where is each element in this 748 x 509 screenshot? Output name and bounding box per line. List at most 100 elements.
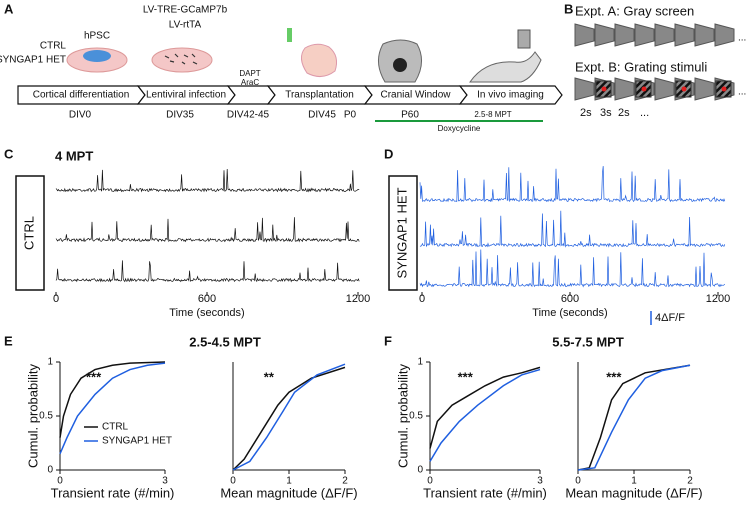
stimulus-dot <box>641 86 647 92</box>
trace <box>419 249 726 288</box>
x-tick-label: 2 <box>687 476 693 487</box>
y-tick-label: 0.5 <box>39 411 53 422</box>
stimulus-gray <box>654 77 675 101</box>
y-tick-label: 0 <box>47 465 53 476</box>
drug-label: AraC <box>241 78 259 87</box>
x-tick-label: 0 <box>53 293 59 305</box>
timepoint-label: DIV45 <box>308 110 336 121</box>
cdf-line <box>577 364 691 471</box>
label-box <box>388 175 418 291</box>
x-tick-label: 0 <box>230 476 236 487</box>
stage-label: In vivo imaging <box>477 90 544 101</box>
stimulus-gray <box>694 23 715 47</box>
illustrations <box>66 28 542 83</box>
dish <box>151 47 213 73</box>
stimulus-gray <box>594 23 615 47</box>
trace <box>55 217 360 243</box>
trace <box>419 210 726 248</box>
panel-label: F <box>384 333 392 348</box>
stimulus-gray <box>714 23 735 47</box>
stimulus-dot <box>601 86 607 92</box>
y-tick-label: 1 <box>47 357 53 368</box>
window <box>393 58 407 72</box>
panel-label: A <box>4 1 14 16</box>
trace <box>419 166 726 203</box>
panel-label: E <box>4 333 13 348</box>
mouse <box>469 51 542 83</box>
condition-label: CTRL <box>40 41 67 52</box>
x-axis-label: Time (seconds) <box>169 307 244 319</box>
timepoint-title: 4 MPT <box>55 148 93 163</box>
stimulus-gray <box>634 23 655 47</box>
cell-label: hPSC <box>84 31 110 42</box>
stage-arrow <box>458 85 563 105</box>
x-tick-label: 0 <box>57 476 63 487</box>
timepoint-label: DIV42-45 <box>227 110 270 121</box>
x-tick-label: 2 <box>342 476 348 487</box>
pup <box>301 43 337 77</box>
cells <box>83 50 111 62</box>
cdf-line <box>59 362 166 455</box>
x-axis-label: Mean magnitude (ΔF/F) <box>220 485 357 500</box>
stage-label: Transplantation <box>285 90 354 101</box>
x-tick-label: 3 <box>162 476 168 487</box>
x-tick-label: 3 <box>537 476 543 487</box>
condition-label: SYNGAP1 HET <box>394 187 409 278</box>
stage-label: Cortical differentiation <box>33 90 130 101</box>
y-tick-label: 0 <box>417 465 423 476</box>
duration-label: 3s <box>600 107 612 119</box>
group-title: 2.5-4.5 MPT <box>189 334 261 349</box>
legend-label: SYNGAP1 HET <box>102 436 172 447</box>
stage-label: Lentiviral infection <box>146 90 226 101</box>
x-tick-label: 1200 <box>706 293 730 305</box>
condition-label: CTRL <box>21 216 36 250</box>
x-axis-label: Time (seconds) <box>532 307 607 319</box>
x-tick-label: 1 <box>286 476 292 487</box>
condition-label: SYNGAP1 HET <box>0 55 66 66</box>
panel-label: B <box>564 1 573 16</box>
x-tick-label: 1200 <box>346 293 370 305</box>
x-axis-label: Mean magnitude (ΔF/F) <box>565 485 702 500</box>
group-title: 5.5-7.5 MPT <box>552 334 624 349</box>
panel-label: C <box>4 146 14 161</box>
objective <box>517 29 531 49</box>
virus-label: LV-rtTA <box>169 20 202 31</box>
panel-label: D <box>384 146 393 161</box>
trace <box>55 168 360 193</box>
timepoint-label: P0 <box>344 110 357 121</box>
stimulus-dot <box>681 86 687 92</box>
y-axis-label: Cumul. probability <box>25 363 40 468</box>
stimulus-gray <box>614 23 635 47</box>
x-tick-label: 0 <box>419 293 425 305</box>
timepoint-label: DIV35 <box>166 110 194 121</box>
x-tick-label: 600 <box>561 293 579 305</box>
duration-label: 2s <box>580 107 592 119</box>
cdf-line <box>429 366 541 449</box>
significance: ** <box>264 369 275 384</box>
expt-label: Expt. B: Grating stimuli <box>575 59 707 74</box>
neurons <box>164 53 198 65</box>
cdf-line <box>232 363 346 471</box>
treatment-label: Doxycycline <box>438 124 481 133</box>
duration-label: ... <box>640 107 649 119</box>
pipette <box>287 28 292 42</box>
x-tick-label: 1 <box>631 476 637 487</box>
x-axis-label: Transient rate (#/min) <box>423 485 547 500</box>
stimulus-dot <box>721 86 727 92</box>
x-tick-label: 0 <box>427 476 433 487</box>
duration-label: 2s <box>618 107 630 119</box>
cdf-line <box>232 366 346 471</box>
cdf-line <box>59 361 166 438</box>
virus-label: LV-TRE-GCaMP7b <box>143 5 228 16</box>
stimulus-gray <box>674 23 695 47</box>
timepoint-label: DIV0 <box>69 110 92 121</box>
significance: *** <box>606 369 622 384</box>
stimulus-gray <box>694 77 715 101</box>
x-axis-label: Transient rate (#/min) <box>51 485 175 500</box>
cdf-line <box>577 364 691 471</box>
drug-label: DAPT <box>239 69 260 78</box>
legend-label: CTRL <box>102 422 129 433</box>
stimulus-gray <box>574 23 595 47</box>
